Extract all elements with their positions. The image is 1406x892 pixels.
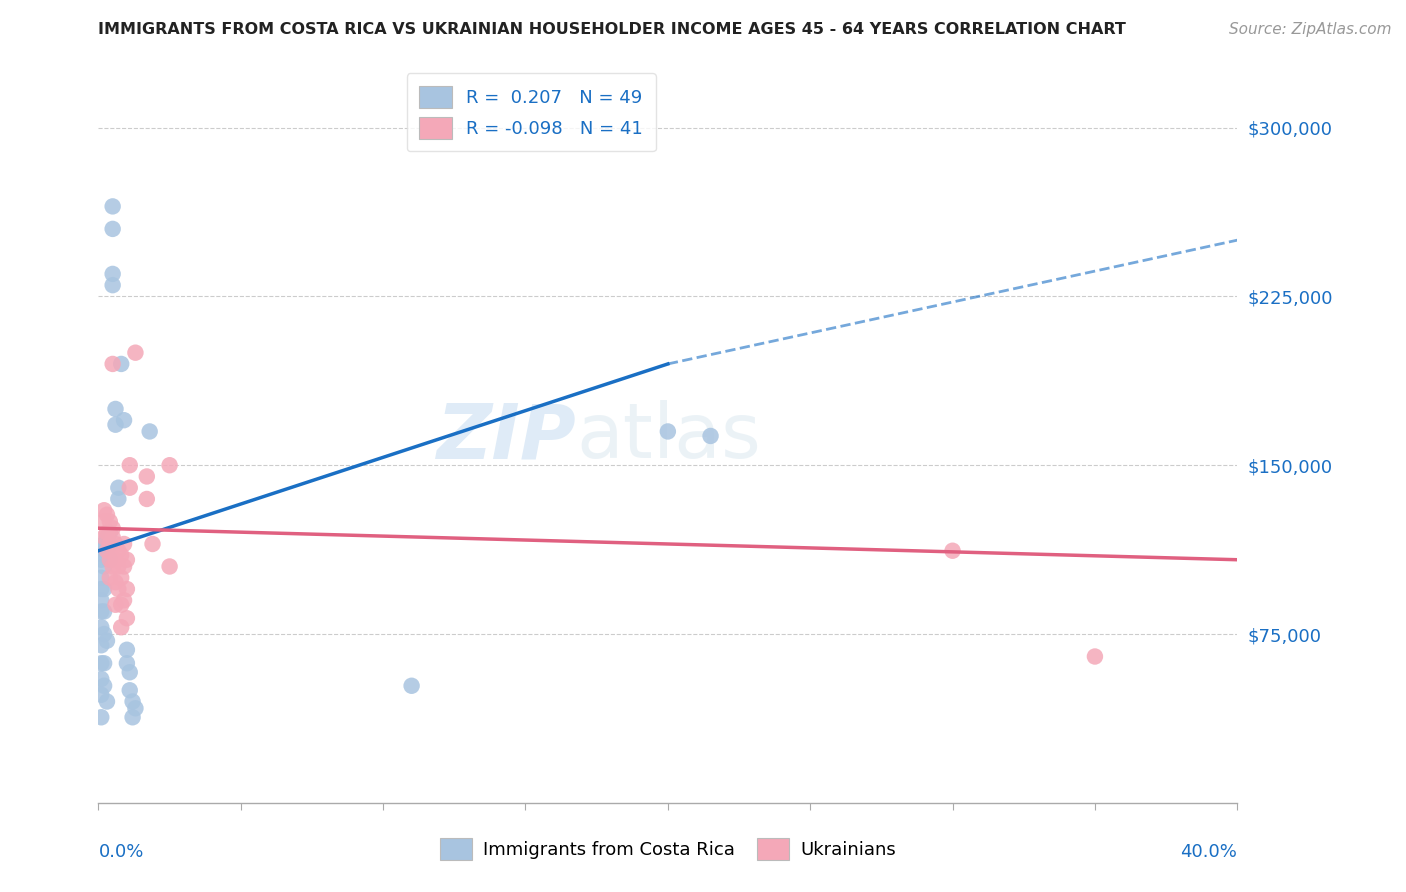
Point bbox=[107, 481, 129, 495]
Text: Source: ZipAtlas.com: Source: ZipAtlas.com bbox=[1229, 22, 1392, 37]
Point bbox=[93, 503, 115, 517]
Point bbox=[124, 345, 146, 359]
Point bbox=[1084, 649, 1107, 664]
Point bbox=[107, 559, 129, 574]
Text: ZIP: ZIP bbox=[437, 401, 576, 474]
Point bbox=[93, 537, 115, 551]
Point bbox=[118, 665, 141, 680]
Point bbox=[93, 530, 115, 544]
Point bbox=[121, 694, 143, 708]
Point bbox=[118, 481, 141, 495]
Point bbox=[159, 458, 181, 473]
Point bbox=[98, 515, 121, 529]
Point bbox=[93, 515, 115, 529]
Point bbox=[96, 543, 118, 558]
Text: 40.0%: 40.0% bbox=[1181, 843, 1237, 861]
Point bbox=[112, 593, 135, 607]
Point bbox=[96, 694, 118, 708]
Point bbox=[101, 357, 124, 371]
Point bbox=[159, 559, 181, 574]
Point bbox=[118, 458, 141, 473]
Point bbox=[90, 571, 112, 585]
Point bbox=[104, 575, 127, 590]
Point bbox=[138, 425, 160, 439]
Point bbox=[90, 582, 112, 596]
Point bbox=[96, 508, 118, 522]
Point bbox=[93, 627, 115, 641]
Point bbox=[96, 525, 118, 540]
Point bbox=[93, 605, 115, 619]
Point bbox=[93, 657, 115, 671]
Point bbox=[93, 582, 115, 596]
Point bbox=[96, 543, 118, 558]
Point bbox=[93, 559, 115, 574]
Point bbox=[115, 611, 138, 625]
Point bbox=[121, 710, 143, 724]
Point bbox=[942, 543, 965, 558]
Point bbox=[107, 582, 129, 596]
Point bbox=[104, 598, 127, 612]
Point bbox=[101, 530, 124, 544]
Point bbox=[115, 642, 138, 657]
Point bbox=[118, 683, 141, 698]
Point bbox=[112, 413, 135, 427]
Point bbox=[90, 688, 112, 702]
Text: 0.0%: 0.0% bbox=[98, 843, 143, 861]
Point bbox=[112, 559, 135, 574]
Point bbox=[110, 548, 132, 562]
Point bbox=[90, 553, 112, 567]
Point bbox=[90, 541, 112, 556]
Point bbox=[110, 571, 132, 585]
Point bbox=[101, 278, 124, 293]
Point bbox=[98, 571, 121, 585]
Text: IMMIGRANTS FROM COSTA RICA VS UKRAINIAN HOUSEHOLDER INCOME AGES 45 - 64 YEARS CO: IMMIGRANTS FROM COSTA RICA VS UKRAINIAN … bbox=[98, 22, 1126, 37]
Point bbox=[104, 537, 127, 551]
Point bbox=[101, 267, 124, 281]
Legend: Immigrants from Costa Rica, Ukrainians: Immigrants from Costa Rica, Ukrainians bbox=[433, 830, 903, 867]
Point bbox=[93, 548, 115, 562]
Point bbox=[110, 357, 132, 371]
Point bbox=[110, 620, 132, 634]
Point bbox=[124, 701, 146, 715]
Point bbox=[135, 491, 157, 506]
Point bbox=[101, 199, 124, 213]
Point bbox=[101, 222, 124, 236]
Point bbox=[401, 679, 423, 693]
Point bbox=[90, 657, 112, 671]
Point bbox=[101, 521, 124, 535]
Point bbox=[115, 657, 138, 671]
Point bbox=[90, 605, 112, 619]
Point bbox=[90, 672, 112, 686]
Point bbox=[104, 553, 127, 567]
Point bbox=[96, 633, 118, 648]
Point bbox=[135, 469, 157, 483]
Point bbox=[104, 417, 127, 432]
Point bbox=[98, 553, 121, 567]
Point bbox=[90, 620, 112, 634]
Text: atlas: atlas bbox=[576, 401, 762, 474]
Point bbox=[107, 543, 129, 558]
Point bbox=[107, 491, 129, 506]
Point bbox=[98, 525, 121, 540]
Point bbox=[96, 530, 118, 544]
Point bbox=[90, 593, 112, 607]
Point bbox=[115, 553, 138, 567]
Point bbox=[657, 425, 679, 439]
Point bbox=[98, 537, 121, 551]
Point bbox=[90, 638, 112, 652]
Point bbox=[115, 582, 138, 596]
Point bbox=[93, 679, 115, 693]
Point bbox=[141, 537, 163, 551]
Point bbox=[112, 537, 135, 551]
Point bbox=[90, 710, 112, 724]
Point bbox=[699, 429, 721, 443]
Point bbox=[98, 553, 121, 567]
Point bbox=[98, 537, 121, 551]
Point bbox=[101, 559, 124, 574]
Point bbox=[110, 598, 132, 612]
Point bbox=[104, 401, 127, 416]
